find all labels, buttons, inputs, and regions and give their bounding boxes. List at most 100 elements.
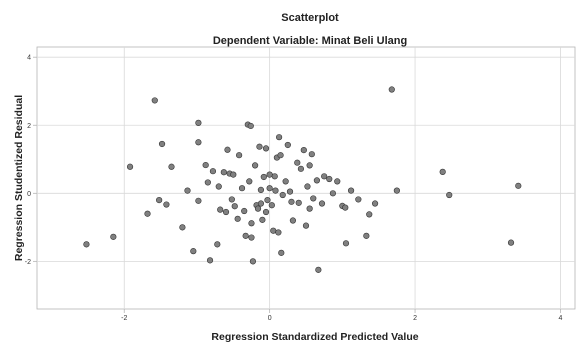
gridlines [37, 47, 575, 309]
y-tick-label: 2 [27, 123, 31, 130]
scatter-point [179, 224, 186, 231]
scatter-point [342, 240, 350, 247]
scatter-point [260, 173, 267, 181]
scatter-point [217, 206, 224, 213]
scatter-point [334, 178, 341, 185]
scatter-point [168, 163, 175, 170]
scatter-point [278, 249, 285, 256]
scatter-point [318, 200, 326, 207]
scatter-point [363, 232, 370, 239]
scatter-point [184, 187, 191, 194]
scatter-point [300, 146, 307, 154]
scatter-point [215, 183, 222, 190]
scatter-point [304, 183, 311, 190]
scatter-point [289, 217, 297, 224]
scatter-point [228, 196, 235, 203]
scatter-point [190, 248, 197, 255]
y-axis-label: Regression Studentized Residual [13, 95, 25, 261]
scatter-point [276, 134, 283, 141]
scatter-point [214, 241, 221, 248]
scatter-point [326, 175, 333, 183]
scatter-point [262, 145, 270, 152]
x-tick-label: 4 [559, 315, 563, 322]
scatter-point [366, 211, 373, 218]
scatter-point [279, 191, 286, 199]
scatter-point [294, 159, 301, 166]
scatter-point [347, 187, 355, 194]
scatter-point [254, 205, 262, 212]
x-tick-label: 2 [413, 315, 417, 322]
scatter-point [275, 229, 282, 236]
scatter-point [241, 207, 248, 215]
scatter-point [222, 208, 230, 216]
scatter-point [256, 143, 263, 150]
scatter-point [321, 173, 328, 180]
scatter-point [272, 187, 279, 194]
x-tick-label: -2 [121, 315, 127, 322]
scatter-point [230, 171, 237, 178]
scatter-point [262, 208, 270, 216]
chart-title: Scatterplot [281, 12, 339, 24]
scatter-point [206, 257, 214, 264]
scatter-point [238, 185, 246, 192]
scatter-point [388, 86, 395, 93]
scatter-point [163, 201, 170, 208]
scatter-point [195, 119, 202, 126]
scatter-point [515, 182, 522, 189]
scatter-point [195, 197, 202, 204]
scatter-point [242, 232, 249, 239]
scatter-point [246, 178, 253, 185]
scatter-point [202, 161, 209, 169]
scatter-point [158, 140, 166, 148]
scatter-point [302, 222, 310, 229]
scatter-point [257, 186, 265, 194]
scatter-point [342, 204, 349, 211]
y-tick-label: -2 [25, 259, 31, 266]
scatter-point [310, 195, 317, 202]
scatter-point [439, 168, 446, 175]
scatter-point [284, 141, 291, 149]
scatter-point [297, 165, 305, 172]
x-tick-label: 0 [268, 315, 272, 322]
scatter-point [236, 152, 243, 159]
scatter-point [83, 241, 90, 248]
scatter-point [264, 197, 271, 204]
scatter-point [249, 258, 257, 265]
scatter-point [315, 266, 322, 273]
scatter-point [195, 139, 202, 146]
scatter-point [110, 233, 117, 240]
axis-ticks: -2 0 2 4 -2 0 2 4 [25, 55, 563, 322]
scatter-point [286, 188, 294, 195]
chart-subtitle: Dependent Variable: Minat Beli Ulang [213, 35, 407, 47]
scatter-point [220, 169, 227, 176]
scatter-point [329, 190, 337, 197]
x-axis-label: Regression Standardized Predicted Value [211, 331, 418, 343]
scatter-point [507, 239, 515, 246]
scatter-point [234, 215, 241, 222]
scatter-point [151, 97, 158, 104]
scatter-point [277, 152, 284, 159]
scatter-point [295, 199, 302, 206]
scatter-point [266, 185, 273, 192]
scatter-point [126, 163, 134, 170]
scatter-point [248, 234, 255, 241]
scatter-point [306, 162, 313, 169]
scatter-point [209, 168, 217, 175]
scatter-point [270, 227, 277, 234]
scatter-point [224, 146, 231, 153]
scatter-point [393, 187, 400, 194]
scatter-point [247, 122, 254, 130]
scatter-point [144, 210, 151, 217]
scatter-point [259, 216, 266, 223]
data-points [83, 86, 522, 273]
scatter-point [156, 197, 163, 204]
scatter-point [446, 191, 453, 199]
scatter-point [257, 200, 265, 207]
plot-area [36, 46, 576, 310]
scatter-point [282, 178, 289, 185]
scatter-point [313, 177, 321, 184]
scatter-point [355, 196, 362, 203]
scatter-point [308, 151, 315, 158]
scatter-point [371, 200, 379, 207]
